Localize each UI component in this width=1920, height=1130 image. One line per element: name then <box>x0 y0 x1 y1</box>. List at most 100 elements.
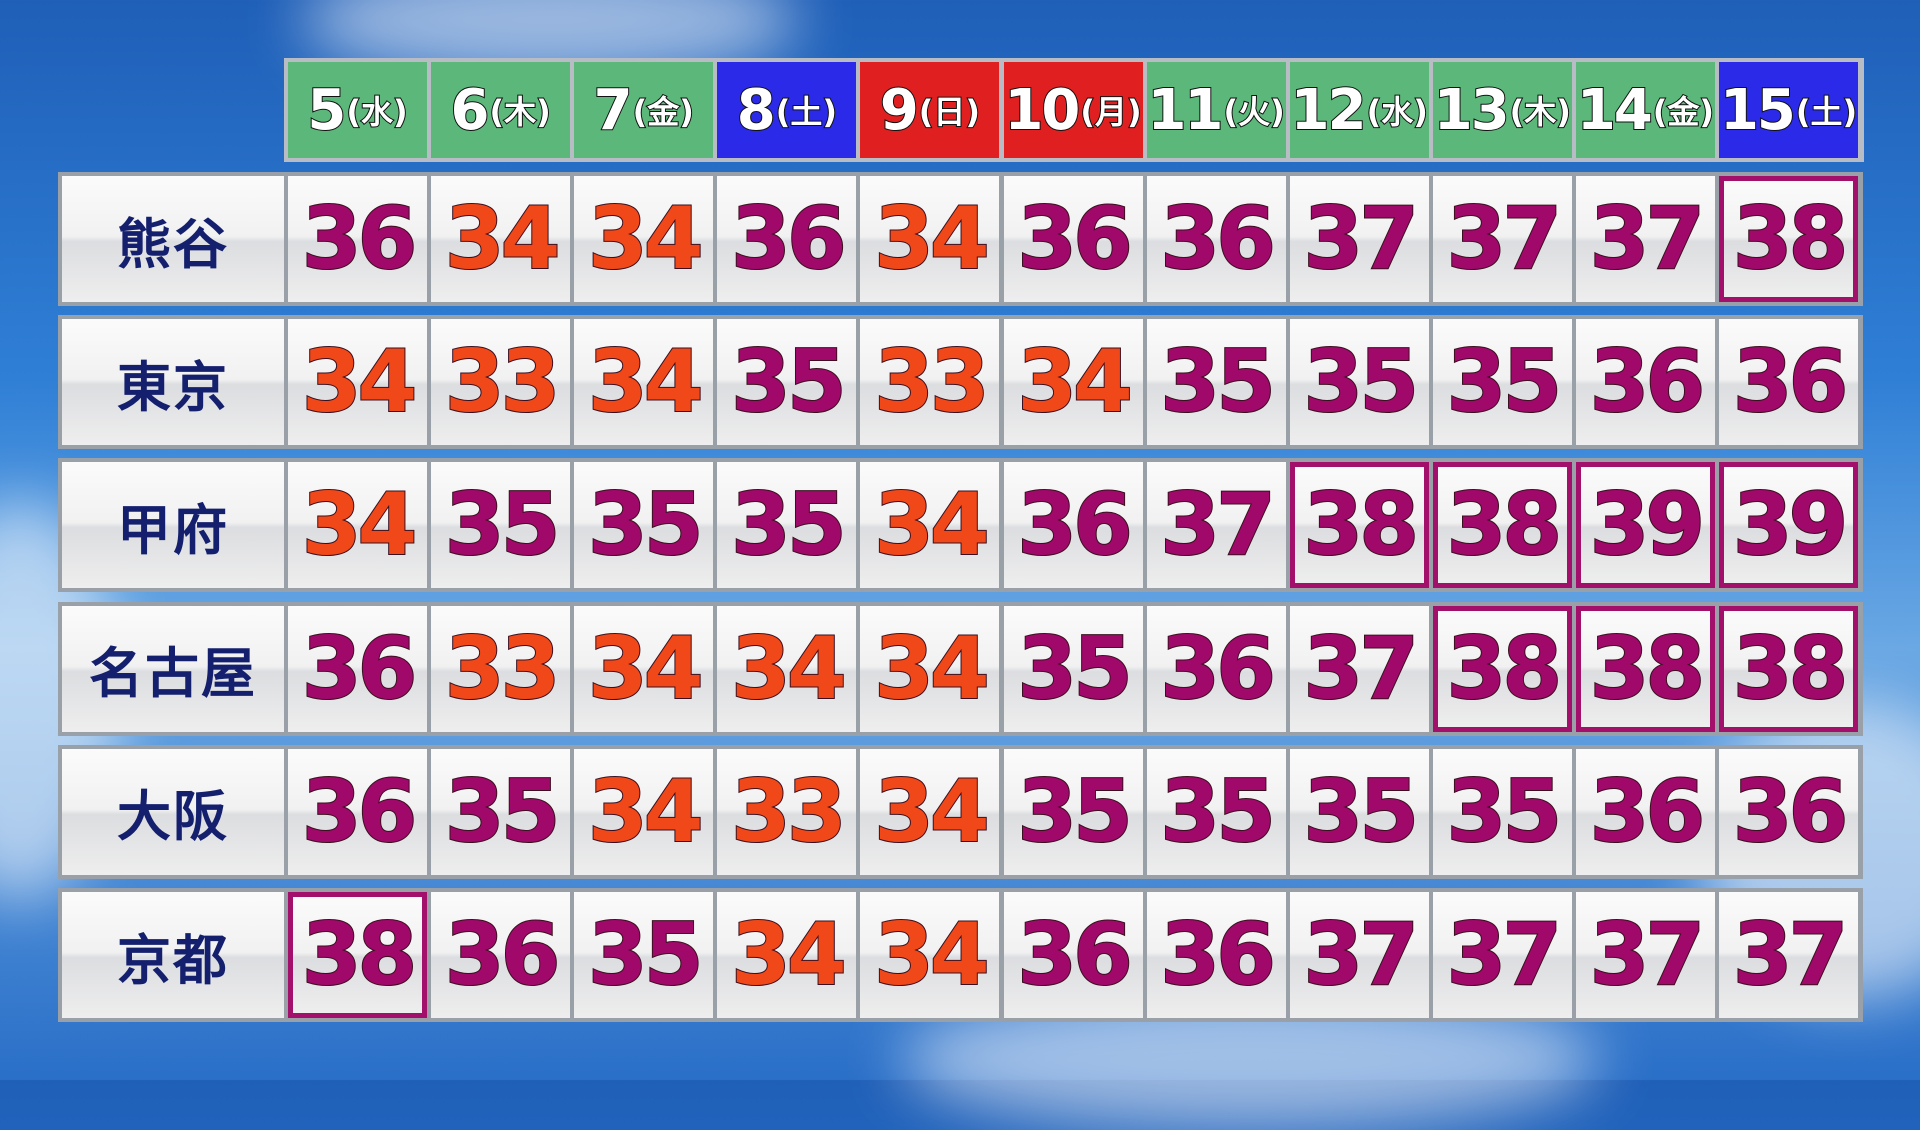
temperature-cell: 36 <box>1146 605 1286 732</box>
day-date: 14 <box>1576 77 1654 144</box>
city-name: 甲府 <box>62 462 284 589</box>
temperature-cell: 35 <box>1432 748 1572 875</box>
day-date: 15 <box>1719 77 1797 144</box>
temperature-cell: 36 <box>1575 319 1715 446</box>
temperature-cell: 35 <box>717 319 857 446</box>
city-name: 大阪 <box>62 748 284 875</box>
temperature-cell: 37 <box>1575 176 1715 302</box>
temperature-cell: 33 <box>431 319 571 446</box>
temperature-cell: 36 <box>1003 176 1143 302</box>
temperature-cell: 35 <box>717 462 857 589</box>
day-weekday: (木) <box>1509 92 1572 132</box>
day-date: 11 <box>1147 77 1225 144</box>
day-weekday: (火) <box>1222 92 1285 132</box>
temperature-cell: 37 <box>1289 176 1429 302</box>
temperature-cell: 34 <box>717 605 857 732</box>
temperature-cell: 36 <box>1575 748 1715 875</box>
day-header: 12 (水) <box>1290 62 1429 158</box>
temperature-cell: 34 <box>574 176 714 302</box>
day-date: 10 <box>1003 77 1081 144</box>
temperature-cell: 35 <box>574 462 714 589</box>
day-header: 10 (月) <box>1003 62 1143 158</box>
temperature-cell: 39 <box>1719 462 1859 589</box>
day-header: 5 (水) <box>288 62 428 158</box>
city-name: 熊谷 <box>62 176 284 302</box>
temperature-cell: 33 <box>717 748 857 875</box>
temperature-cell: 35 <box>1432 319 1572 446</box>
city-name: 名古屋 <box>62 605 284 732</box>
day-date: 12 <box>1290 77 1368 144</box>
temperature-cell: 34 <box>288 462 428 589</box>
temperature-cell: 36 <box>1146 892 1286 1018</box>
temperature-cell: 38 <box>1719 176 1859 302</box>
temperature-cell: 33 <box>860 319 1000 446</box>
day-weekday: (水) <box>345 92 408 132</box>
temperature-cell: 35 <box>1289 319 1429 446</box>
temperature-cell: 35 <box>1289 748 1429 875</box>
temperature-cell: 38 <box>1719 605 1859 732</box>
temperature-cell: 35 <box>431 462 571 589</box>
city-name: 東京 <box>62 319 284 446</box>
temperature-cell: 36 <box>431 892 571 1018</box>
temperature-cell: 34 <box>860 462 1000 589</box>
day-header: 7 (金) <box>574 62 714 158</box>
day-weekday: (金) <box>1652 92 1715 132</box>
temperature-cell: 35 <box>1146 748 1286 875</box>
day-weekday: (土) <box>1795 92 1858 132</box>
day-date: 7 <box>593 77 634 144</box>
temperature-cell: 38 <box>1432 605 1572 732</box>
day-date: 8 <box>736 77 777 144</box>
temperature-cell: 36 <box>288 605 428 732</box>
temperature-cell: 36 <box>717 176 857 302</box>
day-date: 5 <box>306 77 347 144</box>
temperature-cell: 35 <box>1146 319 1286 446</box>
temperature-cell: 36 <box>1719 319 1859 446</box>
temperature-cell: 36 <box>1003 462 1143 589</box>
day-header: 9 (日) <box>860 62 1000 158</box>
temperature-cell: 34 <box>431 176 571 302</box>
temperature-cell: 38 <box>1289 462 1429 589</box>
temperature-cell: 37 <box>1575 892 1715 1018</box>
day-weekday: (月) <box>1079 92 1142 132</box>
temperature-cell: 34 <box>860 605 1000 732</box>
day-weekday: (土) <box>775 92 838 132</box>
temperature-cell: 36 <box>1719 748 1859 875</box>
temperature-cell: 37 <box>1432 176 1572 302</box>
day-header: 15 (土) <box>1719 62 1858 158</box>
temperature-cell: 34 <box>574 605 714 732</box>
day-date: 9 <box>879 77 920 144</box>
day-date: 6 <box>450 77 491 144</box>
day-weekday: (木) <box>488 92 551 132</box>
temperature-cell: 36 <box>288 176 428 302</box>
temperature-cell: 37 <box>1289 892 1429 1018</box>
day-weekday: (日) <box>918 92 981 132</box>
temperature-cell: 38 <box>1432 462 1572 589</box>
day-header: 8 (土) <box>717 62 857 158</box>
city-name: 京都 <box>62 892 284 1018</box>
temperature-cell: 37 <box>1289 605 1429 732</box>
temperature-cell: 34 <box>860 892 1000 1018</box>
day-weekday: (金) <box>632 92 695 132</box>
day-header: 11 (火) <box>1147 62 1286 158</box>
temperature-cell: 35 <box>431 748 571 875</box>
temperature-cell: 33 <box>431 605 571 732</box>
temperature-cell: 34 <box>717 892 857 1018</box>
day-date: 13 <box>1433 77 1511 144</box>
day-weekday: (水) <box>1366 92 1429 132</box>
temperature-cell: 39 <box>1575 462 1715 589</box>
temperature-cell: 37 <box>1146 462 1286 589</box>
temperature-cell: 34 <box>574 748 714 875</box>
temperature-cell: 36 <box>288 748 428 875</box>
day-header: 6 (木) <box>431 62 571 158</box>
temperature-cell: 36 <box>1146 176 1286 302</box>
temperature-cell: 38 <box>1575 605 1715 732</box>
temperature-cell: 34 <box>860 748 1000 875</box>
temperature-cell: 37 <box>1432 892 1572 1018</box>
temperature-cell: 36 <box>1003 892 1143 1018</box>
temperature-cell: 34 <box>288 319 428 446</box>
temperature-cell: 34 <box>860 176 1000 302</box>
temperature-cell: 37 <box>1719 892 1859 1018</box>
day-header: 14 (金) <box>1576 62 1715 158</box>
temperature-cell: 34 <box>1003 319 1143 446</box>
temperature-cell: 34 <box>574 319 714 446</box>
